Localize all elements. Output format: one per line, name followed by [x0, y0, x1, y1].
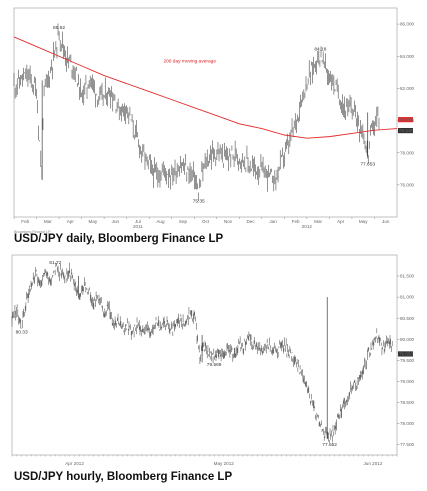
hourly-price-annotation: 79.569 — [207, 362, 222, 368]
daily-price-tag — [398, 127, 413, 134]
hourly-y-tick-label: 81.000 — [400, 295, 414, 300]
daily-x-tick-label: Jan — [269, 219, 277, 224]
daily-y-tick-label: 78.000 — [400, 150, 414, 155]
hourly-price-tag-label: 79.650 — [399, 352, 413, 357]
hourly-y-tick-label: 80.000 — [400, 337, 414, 342]
daily-x-tick-label: Apr — [337, 219, 345, 224]
daily-price-tag — [398, 117, 413, 123]
hourly-price-tag — [398, 351, 413, 357]
daily-y-tick-label: 82.000 — [400, 86, 414, 91]
daily-x-tick-label: Mar — [44, 219, 52, 224]
hourly-chart: 81.500 81.000 80.500 80.000 79.500 79.000 78.5… — [11, 254, 414, 466]
hourly-y-tick-label: 78.500 — [400, 400, 414, 405]
daily-price-annotation: 85.52 — [53, 25, 65, 31]
daily-x-tick-label: Dec — [246, 219, 255, 224]
hourly-month-label: Jun 2012 — [363, 461, 382, 466]
hourly-plot-frame — [11, 254, 398, 456]
daily-price-annotation: 84.18 — [314, 46, 326, 52]
daily-x-tick-label: Jun — [112, 219, 120, 224]
hourly-price-series — [11, 262, 393, 444]
hourly-month-label: Apr 2012 — [65, 461, 84, 466]
hourly-y-tick-label: 79.500 — [400, 358, 414, 363]
daily-x-tick-label: Feb — [292, 219, 300, 224]
daily-x-tick-label: Sep — [179, 219, 188, 224]
daily-footer-note: Bloomberg Finance LP — [14, 230, 51, 234]
daily-price-annotation: 75.35 — [193, 198, 205, 204]
hourly-y-tick-label: 77.500 — [400, 442, 414, 447]
daily-price-tag-label: 79.900 — [399, 117, 413, 122]
daily-moving-average-line — [13, 36, 398, 139]
hourly-chart-caption: USD/JPY hourly, Bloomberg Finance LP — [14, 471, 233, 483]
hourly-y-tick-label: 81.500 — [400, 274, 414, 279]
daily-x-tick-label: Oct — [202, 219, 210, 224]
daily-x-tick-label: May — [89, 219, 98, 224]
hourly-price-annotation: 81.72 — [49, 260, 61, 266]
hourly-y-tick-label: 79.000 — [400, 379, 414, 384]
daily-x-tick-label: Apr — [67, 219, 75, 224]
daily-x-tick-label: Aug — [156, 219, 165, 224]
daily-y-tick-label: 86.000 — [400, 22, 414, 27]
daily-y-tick-label: 84.000 — [400, 54, 414, 59]
hourly-month-label: May 2012 — [214, 461, 235, 466]
daily-plot-frame — [13, 7, 398, 218]
daily-price-series — [13, 23, 380, 202]
daily-x-tick-label: Jun — [382, 219, 390, 224]
daily-price-tag-label: 79.530 — [399, 128, 413, 133]
daily-year-label: 2012 — [302, 224, 313, 229]
daily-x-tick-label: Mar — [314, 219, 322, 224]
daily-x-tick-label: May — [359, 219, 368, 224]
daily-x-tick-label: Jul — [135, 219, 141, 224]
daily-chart-caption: USD/JPY daily, Bloomberg Finance LP — [14, 233, 224, 245]
daily-x-tick-label: Nov — [224, 219, 233, 224]
hourly-price-annotation: 77.652 — [322, 442, 337, 448]
daily-chart: 86.00084.00082.00080.00078.00076.000FebM… — [13, 7, 414, 234]
daily-chart-panel: 86.00084.00082.00080.00078.00076.000FebM… — [13, 7, 415, 245]
hourly-y-tick-label: 80.500 — [400, 316, 414, 321]
daily-y-tick-label: 76.000 — [400, 182, 414, 187]
daily-x-tick-label: Feb — [21, 219, 29, 224]
hourly-price-annotation: 80.33 — [16, 329, 28, 335]
hourly-y-tick-label: 78.000 — [400, 421, 414, 426]
daily-year-label: 2011 — [133, 224, 143, 229]
hourly-chart-panel: 81.500 81.000 80.500 80.000 79.500 79.000 78.5… — [0, 249, 427, 491]
daily-price-annotation: 77.653 — [360, 161, 375, 167]
daily-moving-average-label: 200 day moving average — [163, 59, 216, 65]
